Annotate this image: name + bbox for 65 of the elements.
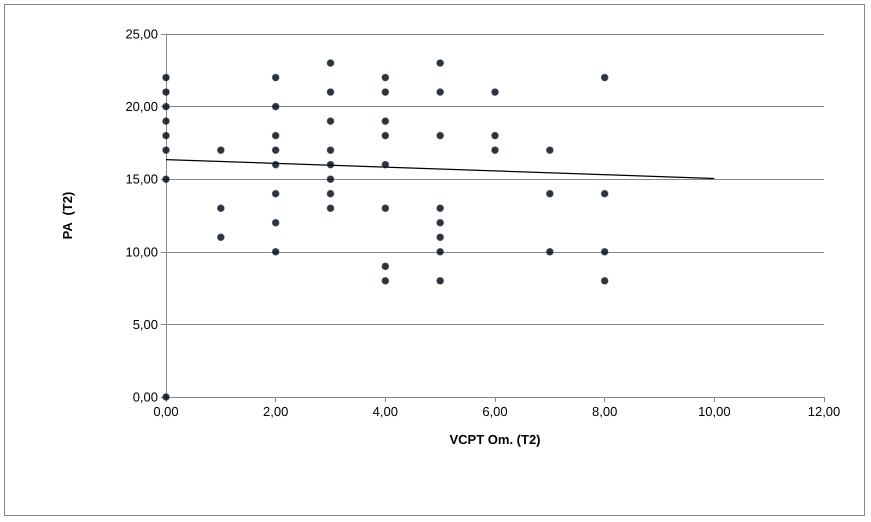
y-tick-label: 10,00: [125, 244, 158, 260]
point: [272, 160, 280, 168]
point: [272, 248, 280, 256]
x-tick-label: 0,00: [153, 404, 179, 419]
point: [272, 132, 280, 140]
point: [272, 74, 280, 82]
point: [382, 160, 390, 168]
point: [162, 88, 170, 96]
x-tick-label: 4,00: [372, 404, 398, 419]
y-tick-label: 15,00: [125, 172, 158, 187]
y-tick-label: 25,00: [125, 26, 158, 42]
point: [436, 204, 444, 212]
point: [326, 146, 334, 154]
point: [162, 132, 170, 140]
point: [326, 59, 334, 67]
point: [326, 88, 334, 96]
point: [272, 146, 280, 154]
x-tick-label: 2,00: [263, 404, 288, 419]
x-tick-label: 10,00: [698, 404, 731, 419]
point: [436, 59, 444, 67]
point: [436, 218, 444, 227]
x-tick-label: 12,00: [808, 404, 840, 419]
point: [326, 204, 334, 212]
y-axis-title: PA (T2): [60, 192, 75, 240]
point: [382, 88, 390, 96]
point: [326, 117, 334, 125]
point: [491, 132, 499, 140]
point: [162, 117, 170, 125]
point: [600, 74, 608, 82]
point: [326, 175, 334, 183]
x-tick-label: 8,00: [592, 404, 618, 419]
point: [217, 146, 225, 154]
x-axis-title: VCPT Om. (T2): [449, 432, 541, 447]
point: [600, 248, 608, 256]
x-tick-label: 6,00: [482, 404, 508, 419]
point: [436, 277, 444, 285]
y-tick-label: 0,00: [132, 390, 158, 404]
point: [382, 117, 390, 125]
y-tick-label: 20,00: [125, 99, 158, 114]
point: [436, 248, 444, 256]
point: [217, 204, 225, 212]
point: [600, 190, 608, 198]
point: [491, 146, 499, 154]
point: [162, 146, 170, 154]
point: [546, 248, 554, 256]
point: [436, 233, 444, 242]
point: [272, 218, 280, 227]
point: [382, 204, 390, 212]
point: [162, 74, 170, 82]
point: [217, 233, 225, 242]
point: [272, 102, 280, 110]
point: [326, 160, 334, 168]
point: [382, 262, 390, 270]
point: [600, 277, 608, 285]
y-tick-label: 5,00: [132, 316, 158, 332]
point: [382, 277, 390, 285]
point: [546, 190, 554, 198]
point: [546, 146, 554, 154]
point: [436, 88, 444, 96]
point: [326, 190, 334, 198]
point: [382, 74, 390, 82]
point: [436, 132, 444, 140]
point: [491, 88, 499, 96]
point: [272, 190, 280, 198]
point: [382, 132, 390, 140]
